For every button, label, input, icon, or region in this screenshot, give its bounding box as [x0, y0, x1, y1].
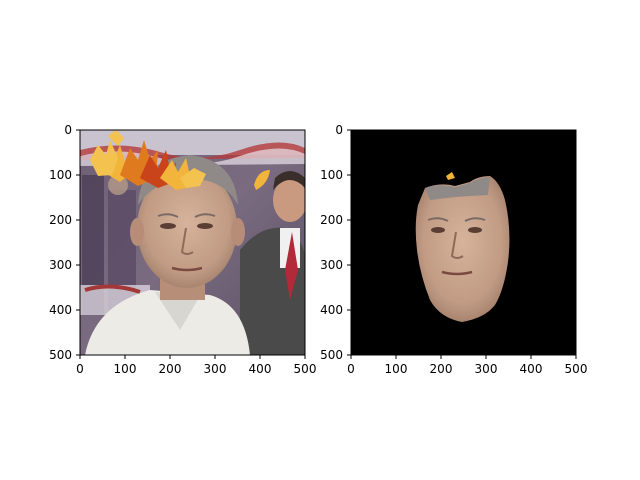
x-tick-label: 100 — [385, 362, 408, 376]
x-tick-label: 0 — [347, 362, 355, 376]
x-tick-label: 200 — [159, 362, 182, 376]
left-axes-frame — [79, 129, 306, 356]
y-tick-label: 200 — [49, 213, 72, 227]
x-tick-label: 300 — [204, 362, 227, 376]
right-tick-marks — [347, 129, 577, 359]
y-tick-label: 300 — [320, 258, 343, 272]
right-image-panel: 0 100 200 300 400 500 0 100 200 300 400 … — [320, 123, 587, 376]
y-tick-label: 400 — [49, 303, 72, 317]
y-tick-label: 300 — [49, 258, 72, 272]
left-image-panel: 0 100 200 300 400 500 0 100 200 300 400 … — [49, 123, 316, 376]
x-tick-label: 500 — [565, 362, 588, 376]
y-tick-label: 0 — [335, 123, 343, 137]
y-tick-label: 200 — [320, 213, 343, 227]
right-y-tick-labels: 0 100 200 300 400 500 — [320, 123, 343, 362]
y-tick-label: 500 — [49, 348, 72, 362]
y-tick-label: 100 — [320, 168, 343, 182]
left-tick-marks — [76, 129, 306, 359]
left-x-tick-labels: 0 100 200 300 400 500 — [76, 362, 316, 376]
x-tick-label: 300 — [475, 362, 498, 376]
y-tick-label: 100 — [49, 168, 72, 182]
x-tick-label: 200 — [430, 362, 453, 376]
x-tick-label: 500 — [294, 362, 317, 376]
mask-image — [351, 130, 576, 355]
x-tick-label: 400 — [520, 362, 543, 376]
left-y-tick-labels: 0 100 200 300 400 500 — [49, 123, 72, 362]
y-tick-label: 400 — [320, 303, 343, 317]
y-tick-label: 0 — [64, 123, 72, 137]
photo-image — [80, 130, 305, 355]
right-axes-frame — [350, 129, 577, 356]
right-x-tick-labels: 0 100 200 300 400 500 — [347, 362, 587, 376]
x-tick-label: 400 — [249, 362, 272, 376]
x-tick-label: 0 — [76, 362, 84, 376]
autumn-leaves-overlay — [90, 130, 270, 190]
x-tick-label: 100 — [114, 362, 137, 376]
y-tick-label: 500 — [320, 348, 343, 362]
